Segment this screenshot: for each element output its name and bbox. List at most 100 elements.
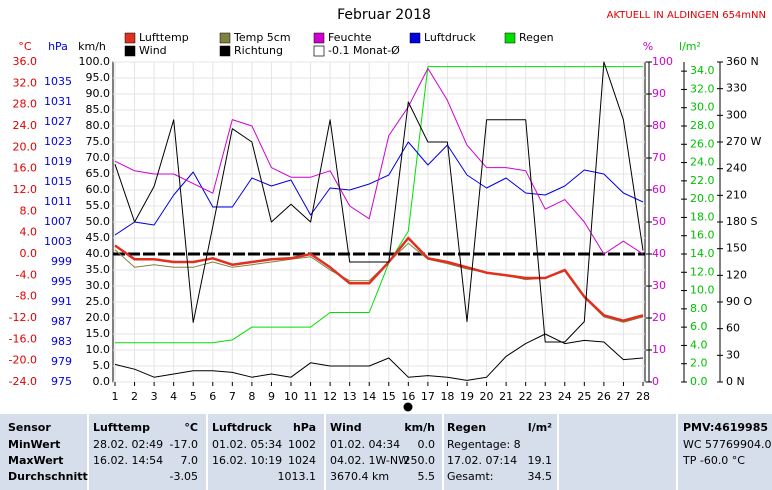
- legend-label: Feuchte: [328, 31, 372, 44]
- legend-swatch: [313, 32, 325, 44]
- table-header: Sensor: [8, 421, 51, 434]
- y-tick-label: 1019: [44, 155, 72, 168]
- y-tick-label: 50: [652, 215, 666, 228]
- x-tick-label: 6: [209, 390, 216, 403]
- y-tick-label: 40.0: [86, 247, 111, 260]
- table-header: °C: [184, 421, 198, 434]
- y-tick-label: -12.0: [9, 311, 37, 324]
- table-cell: 17.02. 07:14: [447, 454, 517, 467]
- x-tick-label: 28: [636, 390, 650, 403]
- table-cell: 16.02. 14:54: [93, 454, 163, 467]
- y-tick-label: 983: [51, 335, 72, 348]
- y-tick-label: 30: [726, 348, 740, 361]
- y-tick-label: 1031: [44, 95, 72, 108]
- y-tick-label: 75.0: [86, 135, 111, 148]
- y-tick-label: 36.0: [13, 55, 38, 68]
- x-tick-label: 16: [401, 390, 415, 403]
- table-cell: 34.5: [528, 470, 553, 483]
- legend-label: Temp 5cm: [233, 31, 291, 44]
- x-tick-label: 12: [323, 390, 337, 403]
- y-tick-label: 1003: [44, 235, 72, 248]
- y-tick-label: 65.0: [86, 167, 111, 180]
- table-header: hPa: [293, 421, 316, 434]
- x-tick-label: 25: [577, 390, 591, 403]
- y-tick-label: 55.0: [86, 199, 111, 212]
- y-tick-label: 60.0: [86, 183, 111, 196]
- y-tick-label: 360 N: [726, 55, 759, 68]
- x-tick-label: 2: [131, 390, 138, 403]
- table-header: Lufttemp: [93, 421, 150, 434]
- y-tick-label: 24.0: [690, 156, 715, 169]
- y-tick-label: 120: [726, 268, 747, 281]
- y-tick-label: 4.0: [690, 338, 708, 351]
- series-line: [114, 236, 644, 322]
- y-tick-label: 0 N: [726, 375, 745, 388]
- table-cell: 19.1: [528, 454, 553, 467]
- stats-table: Sensor Lufttemp °C Luftdruck hPa Wind km/h Rege…: [0, 412, 772, 490]
- x-tick-label: 19: [460, 390, 474, 403]
- y-tick-label: 999: [51, 255, 72, 268]
- table-cell: 04.02. 1W-NW: [330, 454, 409, 467]
- x-tick-label: 8: [248, 390, 255, 403]
- y-tick-label: 60: [726, 322, 740, 335]
- y-tick-label: 1015: [44, 175, 72, 188]
- table-cell: 7.0: [181, 454, 199, 467]
- x-tick-label: 5: [190, 390, 197, 403]
- table-cell: 250.0: [404, 454, 436, 467]
- y-tick-label: 32.0: [690, 82, 715, 95]
- table-cell: MaxWert: [8, 454, 63, 467]
- series-line: [114, 61, 644, 343]
- y-tick-label: 6.0: [690, 320, 708, 333]
- x-tick-label: 4: [170, 390, 177, 403]
- y-tick-label: 991: [51, 295, 72, 308]
- x-tick-label: 20: [480, 390, 494, 403]
- table-cell: WC 57769904.0 °C: [683, 438, 772, 451]
- x-tick-label: 10: [284, 390, 298, 403]
- table-cell: Gesamt:: [447, 470, 494, 483]
- table-cell: TP -60.0 °C: [682, 454, 745, 467]
- y-tick-label: 24.0: [13, 119, 38, 132]
- x-tick-label: 14: [362, 390, 376, 403]
- y-tick-label: 25.0: [86, 295, 111, 308]
- y-tick-label: 95.0: [86, 71, 111, 84]
- series-line: [114, 141, 644, 236]
- series-line: [114, 333, 644, 381]
- y-tick-label: 12.0: [690, 265, 715, 278]
- table-cell: 1024: [288, 454, 316, 467]
- x-tick-label: 24: [558, 390, 572, 403]
- y-tick-label: 10: [652, 343, 666, 356]
- y-tick-label: 979: [51, 355, 72, 368]
- x-tick-label: 18: [440, 390, 454, 403]
- y-tick-label: 12.0: [13, 183, 38, 196]
- legend-label: Regen: [519, 31, 554, 44]
- y-tick-label: 34.0: [690, 64, 715, 77]
- table-cell: MinWert: [8, 438, 60, 451]
- axis-unit: hPa: [48, 40, 68, 53]
- table-header: Luftdruck: [212, 421, 273, 434]
- axis-unit: l/m²: [679, 40, 701, 53]
- x-tick-label: 27: [616, 390, 630, 403]
- legend-swatch: [219, 45, 231, 57]
- y-tick-label: 100.0: [79, 55, 111, 68]
- y-tick-label: -8.0: [16, 290, 37, 303]
- y-tick-label: 8.0: [20, 204, 38, 217]
- x-tick-label: 9: [268, 390, 275, 403]
- y-tick-label: 45.0: [86, 231, 111, 244]
- y-tick-label: 5.0: [93, 359, 111, 372]
- table-cell: 01.02. 05:34: [212, 438, 282, 451]
- table-cell: 16.02. 10:19: [212, 454, 282, 467]
- y-tick-label: 80.0: [86, 119, 111, 132]
- y-tick-label: -16.0: [9, 332, 37, 345]
- table-cell: 01.02. 04:34: [330, 438, 400, 451]
- series-line: [115, 66, 643, 344]
- table-cell: 5.5: [418, 470, 436, 483]
- y-tick-label: 240: [726, 162, 747, 175]
- y-tick-label: 90: [652, 87, 666, 100]
- y-tick-label: 2.0: [690, 357, 708, 370]
- legend-label: -0.1 Monat-Ø: [328, 44, 400, 57]
- y-tick-label: 4.0: [20, 226, 38, 239]
- table-cell: 0.0: [418, 438, 436, 451]
- y-tick-label: 0.0: [20, 247, 38, 260]
- y-tick-label: 15.0: [86, 327, 111, 340]
- y-tick-label: 0: [652, 375, 659, 388]
